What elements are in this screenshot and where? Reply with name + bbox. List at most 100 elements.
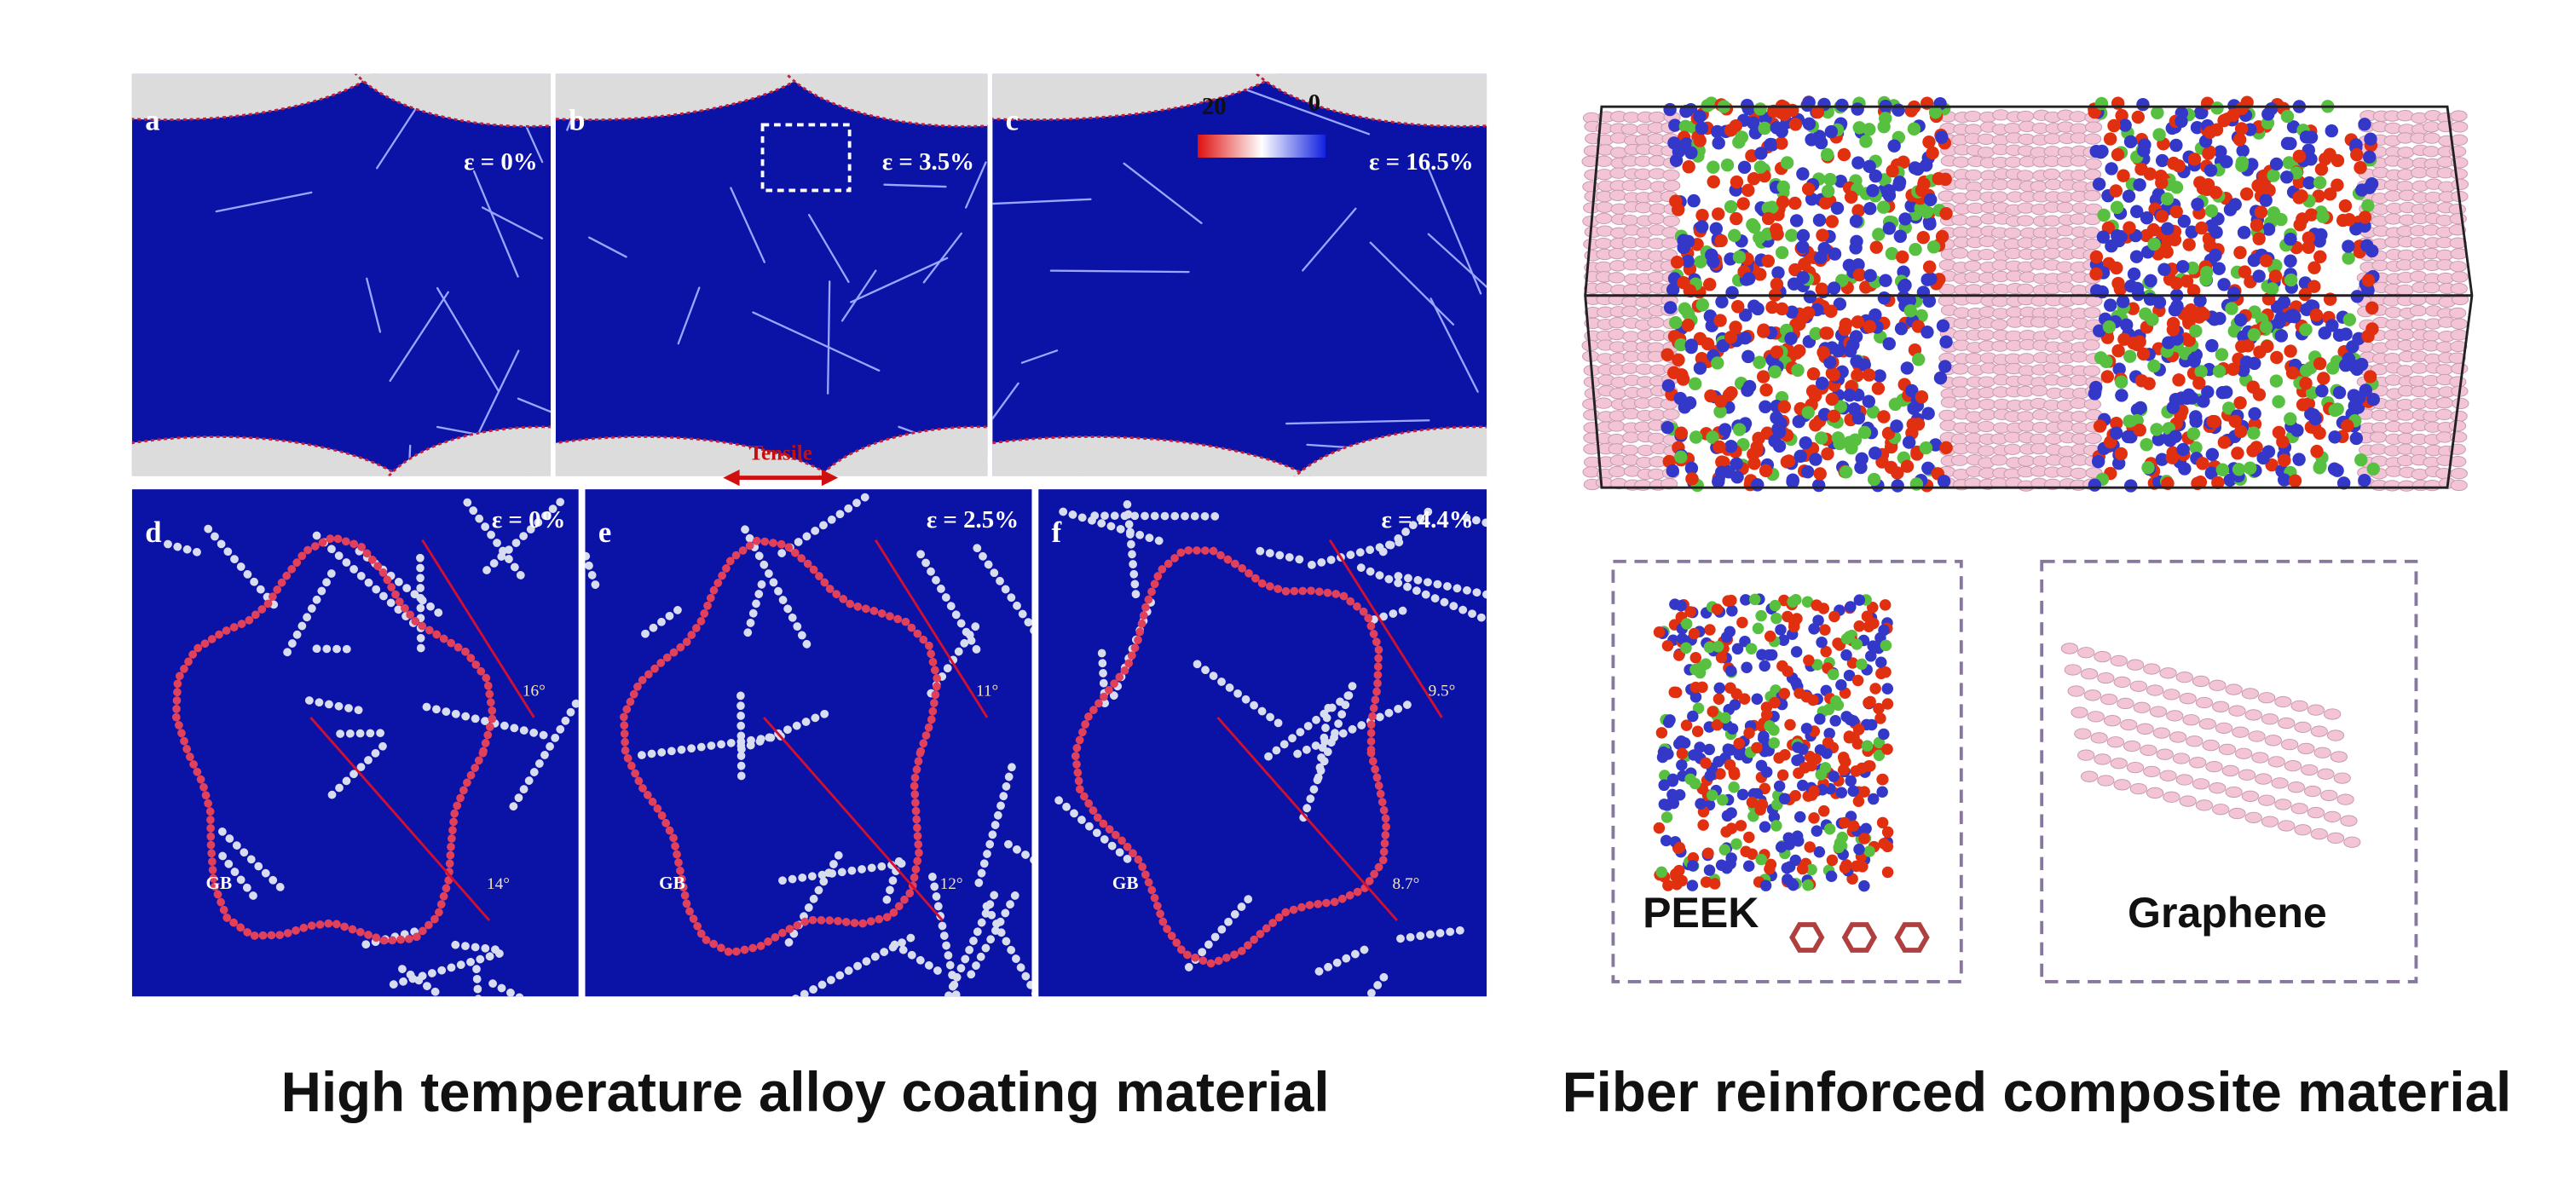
polymer-atom [2088,387,2102,401]
grain-boundary [472,170,519,278]
polymer-atom [1823,355,1837,369]
polymer-atom [1939,335,1953,349]
angle-label: 9.5° [1429,683,1456,701]
graphene-atom [2411,362,2429,374]
polymer-atom [2365,301,2379,315]
polymer-atom [2122,189,2136,203]
polymer-atom [1715,651,1728,664]
polymer-atom [1740,594,1752,606]
graphene-atom [2451,121,2469,133]
graphene-atom [1647,213,1666,225]
polymer-atom [1703,641,1716,654]
polymer-atom [1876,786,1888,799]
slip-line [874,539,989,718]
polymer-atom [1730,457,1743,470]
graphene-atom [2435,397,2454,409]
polymer-atom [1843,669,1856,682]
peek-label: PEEK [1643,889,1759,937]
grain-boundary [808,213,850,283]
grain-boundary [472,965,482,997]
polymer-atom [1666,464,1679,478]
polymer-atom [2112,362,2126,376]
angle-label: 8.7° [1393,875,1420,893]
polymer-atom [2155,176,2169,190]
graphene-atom [2159,667,2177,679]
polymer-atom [2366,393,2381,406]
polymer-atom [1709,222,1723,236]
graphene-atom [2175,671,2193,683]
grain-boundary [1313,703,1333,789]
polymer-atom [1770,345,1784,359]
graphene-atom [2301,764,2319,776]
graphene-atom [2043,247,2061,260]
graphene-atom [2169,731,2187,743]
graphene-atom [2423,132,2441,144]
graphene-atom [2448,420,2467,432]
polymer-atom [1815,282,1828,296]
graphene-atom [2324,810,2342,823]
polymer-atom [2180,274,2194,288]
polymer-atom [1939,441,1953,455]
grain-boundary [1059,507,1169,547]
strain-label: ε = 0% [492,506,566,533]
polymer-atom [1689,691,1702,703]
polymer-atom [2316,210,2330,223]
graphene-atom [1951,376,1969,388]
graphene-atom [1991,340,2009,352]
polymer-atom [1663,301,1678,314]
polymer-atom [2136,347,2151,361]
polymer-atom [1793,449,1807,464]
graphene-atom [2192,778,2210,790]
polymer-atom [2182,238,2196,251]
graphene-atom [2423,479,2441,492]
polymer-atom [2217,278,2231,291]
graphene-atom [2384,190,2402,202]
polymer-atom [1756,370,1770,383]
polymer-atom [1729,320,1742,334]
polymer-atom [1724,626,1736,637]
polymer-atom [1888,397,1903,412]
polymer-atom [2115,389,2128,402]
panel-bg [131,73,552,476]
polymer-atom [2146,313,2159,326]
polymer-atom [2140,211,2154,225]
polymer-atom [1851,315,1865,329]
grain-loop [171,533,498,945]
polymer-atom [2165,451,2180,464]
polymer-atom [1863,159,1876,174]
grain-boundary [637,606,682,641]
polymer-atom [1928,106,1943,119]
graphene-atom [1647,316,1665,329]
grain-boundary [1193,660,1288,731]
polymer-atom [1922,260,1937,274]
polymer-atom [1881,826,1894,839]
graphene-atom [1662,169,1680,182]
graphene-atom [2271,777,2289,789]
polymer-atom [1933,371,1948,385]
polymer-atom [2178,462,2192,476]
polymer-atom [2325,361,2340,375]
polymer-atom [1884,460,1898,475]
graphene-atom [2383,353,2401,365]
graphene-atom [2258,794,2276,806]
polymer-atom [1714,234,1728,248]
polymer-atom [2094,351,2108,365]
polymer-atom [2342,313,2357,326]
polymer-atom [2363,150,2377,164]
polymer-atom [1775,245,1789,260]
graphene-atom [2450,340,2468,353]
polymer-atom [2195,106,2209,120]
polymer-atom [2313,176,2327,190]
graphene-atom [2042,362,2061,374]
polymer-atom [1743,831,1755,844]
graphene-atom [2228,705,2246,717]
graphene-atom [2067,685,2085,697]
polymer-atom [2176,442,2190,457]
graphene-atom [2397,147,2415,159]
graphene-atom [2083,190,2101,202]
polymer-atom [1681,307,1695,320]
grain-boundary [1462,513,1487,528]
polymer-atom [2105,162,2118,176]
gb-label: GB [659,873,685,893]
graphene-atom [2324,708,2342,720]
